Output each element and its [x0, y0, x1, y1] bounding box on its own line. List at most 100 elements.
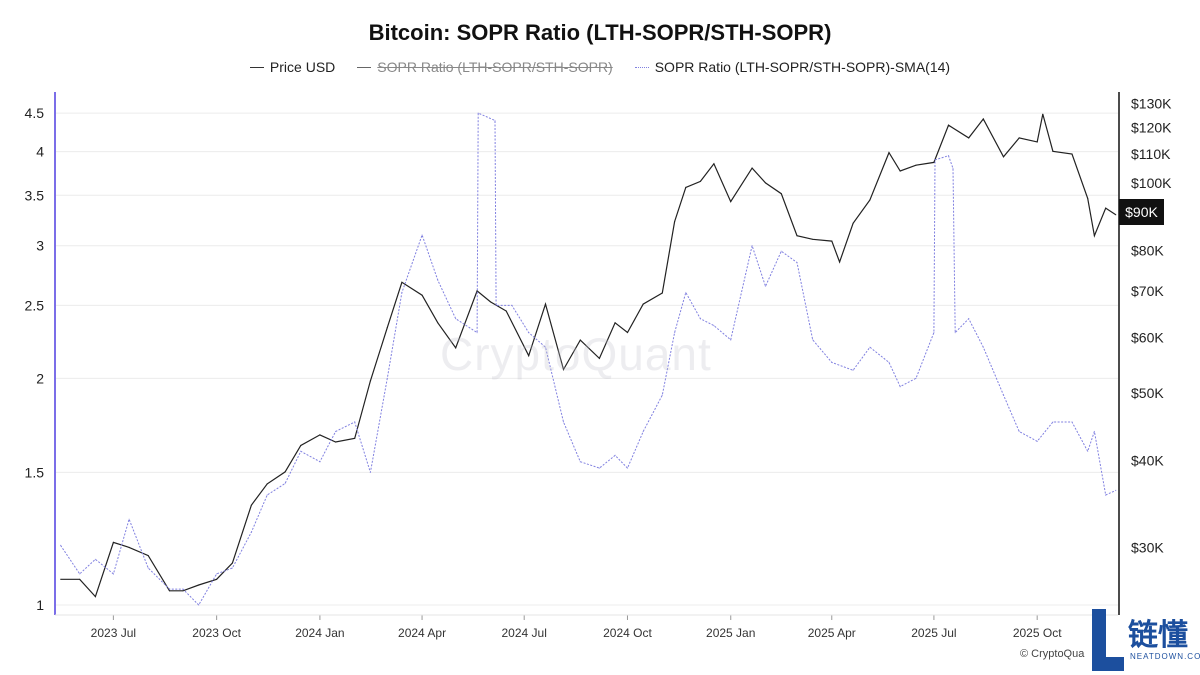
price-point	[231, 562, 233, 564]
legend-label-price: Price USD	[269, 59, 336, 75]
legend-swatch-price	[249, 66, 264, 68]
price-point	[544, 303, 547, 305]
y-right-tick-label: $30K	[1131, 539, 1164, 555]
sopr-sma-point	[947, 155, 950, 157]
sopr-sma-point	[579, 461, 581, 463]
sopr-sma-point	[250, 531, 252, 533]
sopr-sma-point	[128, 518, 130, 520]
neatdown-logo-icon	[1092, 609, 1124, 671]
price-point	[216, 578, 218, 580]
sopr-sma-point	[544, 346, 547, 348]
sopr-sma-point	[60, 544, 62, 547]
sopr-sma-point	[642, 430, 644, 433]
sopr-sma-point	[1093, 430, 1095, 433]
sopr-sma-point	[511, 304, 513, 306]
sopr-sma-point	[528, 332, 530, 334]
badge-subtitle: NEATDOWN.COM	[1130, 652, 1200, 661]
sopr-sma-point	[661, 394, 663, 396]
sopr-sma-point	[1071, 421, 1073, 423]
price-point	[796, 235, 798, 237]
x-tick-label: 2023 Jul	[91, 626, 136, 640]
price-point	[869, 199, 871, 201]
sopr-sma-point	[954, 332, 956, 334]
x-tick-label: 2024 Jul	[502, 626, 547, 640]
y-right-tick-label: $80K	[1131, 242, 1164, 258]
sopr-sma-point	[216, 573, 218, 575]
sopr-sma-point	[495, 304, 497, 306]
current-price-label: $90K	[1119, 199, 1164, 225]
sopr-sma-point	[477, 112, 479, 114]
sopr-sma-point	[1018, 430, 1020, 433]
price-point	[831, 240, 833, 242]
price-point	[476, 290, 478, 292]
sopr-sma-point	[369, 471, 371, 473]
price-point	[730, 201, 732, 203]
price-point	[780, 193, 782, 195]
x-tick-label: 2024 Apr	[398, 626, 446, 640]
sopr-sma-point	[626, 467, 629, 469]
sopr-sma-point	[933, 332, 935, 334]
price-point	[284, 471, 286, 473]
sopr-sma-point	[982, 346, 984, 348]
sopr-sma-point	[1087, 450, 1089, 452]
sopr-sma-point	[685, 291, 687, 294]
sopr-sma-point	[1052, 421, 1054, 423]
price-point	[354, 437, 356, 439]
legend-label-sopr-sma: SOPR Ratio (LTH-SOPR/STH-SOPR)-SMA(14)	[654, 59, 951, 75]
price-point	[250, 504, 252, 506]
sopr-sma-point	[780, 250, 782, 252]
legend-item-sopr-ratio[interactable]: SOPR Ratio (LTH-SOPR/STH-SOPR)	[357, 59, 613, 75]
y-right-tick-label: $40K	[1131, 452, 1164, 468]
price-point	[852, 222, 854, 224]
y-left-tick-label: 4	[36, 144, 44, 160]
price-point	[437, 322, 439, 324]
price-point	[915, 164, 917, 166]
price-point	[198, 584, 200, 586]
price-point	[401, 281, 403, 283]
y-left-tick-label: 2	[36, 370, 44, 386]
y-right-tick-label: $130K	[1131, 95, 1172, 111]
sopr-sma-point	[699, 318, 702, 320]
sopr-sma-point	[1002, 394, 1005, 396]
price-point	[182, 590, 184, 592]
price-point	[699, 180, 702, 182]
price-point	[147, 555, 149, 557]
legend-item-price[interactable]: Price USD	[249, 59, 336, 75]
watermark: CryptoQuant	[440, 328, 712, 380]
price-point	[562, 368, 565, 371]
sopr-sma-point	[1105, 494, 1107, 496]
sopr-sma-point	[168, 588, 171, 590]
legend-swatch-sopr-ratio	[357, 66, 372, 68]
price-point	[947, 124, 950, 126]
sopr-sma-point	[899, 386, 901, 388]
legend-item-sopr-sma[interactable]: SOPR Ratio (LTH-SOPR/STH-SOPR)-SMA(14)	[634, 59, 951, 75]
price-point	[1042, 113, 1044, 115]
sopr-sma-point	[888, 361, 890, 363]
price-point	[1018, 137, 1020, 139]
sopr-sma-point	[455, 318, 457, 320]
price-point	[1087, 197, 1089, 199]
chart-legend: Price USD SOPR Ratio (LTH-SOPR/STH-SOPR)…	[0, 59, 1200, 75]
price-point	[812, 238, 814, 240]
price-point	[968, 137, 970, 139]
y-left-tick-label: 1.5	[25, 464, 45, 480]
sopr-sma-point	[284, 482, 286, 485]
y-left-tick-label: 1	[36, 597, 44, 613]
sopr-sma-point	[354, 421, 356, 423]
price-point	[642, 303, 644, 305]
y-left-tick-label: 3	[36, 238, 44, 254]
price-point	[839, 261, 841, 263]
y-left-tick-label: 4.5	[25, 105, 45, 121]
sopr-sma-point	[401, 291, 403, 294]
sopr-sma-point	[796, 261, 798, 264]
price-point	[626, 331, 629, 334]
price-point	[899, 170, 901, 172]
sopr-sma-point	[598, 467, 601, 469]
price-point	[168, 590, 171, 592]
sopr-sma-point	[562, 421, 565, 423]
legend-swatch-sopr-sma	[634, 66, 649, 68]
price-point	[598, 357, 601, 359]
price-point	[1071, 153, 1073, 155]
price-point	[1115, 214, 1117, 216]
